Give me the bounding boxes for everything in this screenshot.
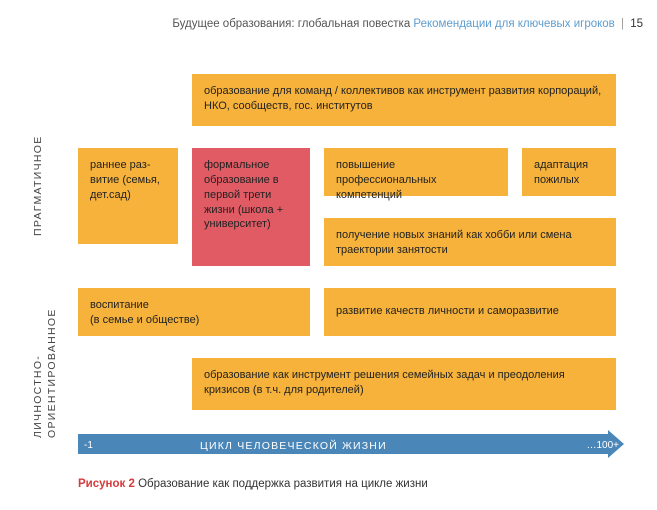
header-page: 15 [630, 18, 643, 30]
page-header: Будущее образования: глобальная повестка… [108, 18, 643, 30]
box-hobby: получение новых знаний как хобби или сме… [324, 218, 616, 266]
box-teams: образование для команд / коллективов как… [192, 74, 616, 126]
box-professional: повышение профессиональных компетенций [324, 148, 508, 196]
arrow-label-center: ЦИКЛ ЧЕЛОВЕЧЕСКОЙ ЖИЗНИ [200, 440, 387, 452]
box-selfdev: развитие качеств личности и саморазвитие [324, 288, 616, 336]
arrow-label-start: -1 [84, 440, 93, 451]
axis-label-pragmatic: ПРАГМАТИЧНОЕ [32, 135, 44, 236]
figure-label: Рисунок 2 [78, 478, 135, 490]
arrow-label-end: …100+ [586, 440, 619, 451]
box-early: раннее раз- витие (семья, дет.сад) [78, 148, 178, 244]
header-left: Будущее образования: глобальная повестка [172, 18, 410, 30]
header-sep: | [621, 18, 624, 30]
box-adaptation: адаптация пожилых [522, 148, 616, 196]
box-family: образование как инструмент решения семей… [192, 358, 616, 410]
figure-caption: Рисунок 2 Образование как поддержка разв… [78, 478, 428, 490]
figure-text: Образование как поддержка развития на ци… [138, 478, 428, 490]
box-formal: формальное образование в первой трети жи… [192, 148, 310, 266]
axis-label-personal: ЛИЧНОСТНО- ОРИЕНТИРОВАННОЕ [32, 308, 59, 438]
box-upbringing: воспитание (в семье и обществе) [78, 288, 310, 336]
header-right: Рекомендации для ключевых игроков [413, 18, 614, 30]
